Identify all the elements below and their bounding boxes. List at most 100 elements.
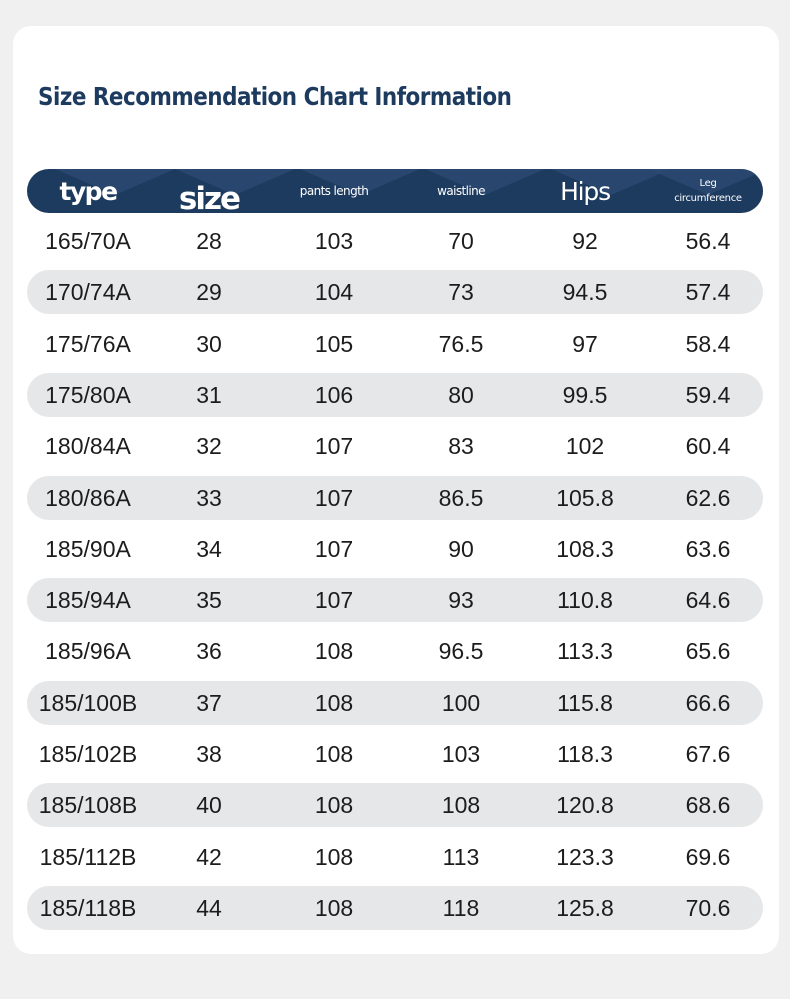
cell-waistline: 113 bbox=[442, 844, 480, 870]
table-row: 175/80A 31 106 80 99.5 59.4 bbox=[27, 373, 763, 417]
cell-size: 32 bbox=[196, 433, 222, 459]
header-pants-length: pants length bbox=[299, 184, 369, 198]
table-row: 185/102B 38 108 103 118.3 67.6 bbox=[27, 732, 763, 776]
cell-waistline: 103 bbox=[441, 741, 481, 767]
cell-size: 28 bbox=[196, 228, 222, 254]
cell-hips: 113.3 bbox=[557, 638, 613, 664]
cell-size: 42 bbox=[196, 844, 222, 870]
cell-type: 185/94A bbox=[45, 587, 131, 613]
cell-size: 35 bbox=[196, 587, 222, 613]
header-type: type bbox=[59, 176, 118, 206]
cell-leg-circumference: 67.6 bbox=[685, 741, 731, 767]
cell-hips: 115.8 bbox=[557, 690, 613, 716]
header-decoration bbox=[55, 169, 175, 195]
cell-type: 180/84A bbox=[45, 433, 131, 459]
cell-hips: 123.3 bbox=[556, 844, 614, 870]
cell-waistline: 93 bbox=[448, 587, 474, 613]
cell-hips: 102 bbox=[565, 433, 605, 459]
cell-pants-length: 104 bbox=[314, 279, 354, 305]
cell-type: 185/118B bbox=[39, 895, 137, 921]
cell-hips: 94.5 bbox=[562, 279, 608, 305]
cell-pants-length: 108 bbox=[314, 844, 354, 870]
cell-leg-circumference: 65.6 bbox=[685, 638, 731, 664]
header-decoration bbox=[175, 169, 295, 195]
cell-leg-circumference: 59.4 bbox=[685, 382, 731, 408]
cell-size: 38 bbox=[196, 741, 222, 767]
table-row: 165/70A 28 103 70 92 56.4 bbox=[27, 219, 763, 263]
cell-waistline: 80 bbox=[448, 382, 474, 408]
cell-leg-circumference: 60.4 bbox=[685, 433, 731, 459]
header-decoration bbox=[648, 169, 763, 195]
table-row: 185/118B 44 108 118 125.8 70.6 bbox=[27, 886, 763, 930]
cell-hips: 105.8 bbox=[556, 485, 614, 511]
cell-hips: 99.5 bbox=[562, 382, 608, 408]
cell-type: 185/100B bbox=[38, 690, 138, 716]
cell-pants-length: 107 bbox=[314, 536, 354, 562]
page-title: Size Recommendation Chart Information bbox=[38, 82, 512, 111]
cell-leg-circumference: 56.4 bbox=[685, 228, 731, 254]
table-header: type size pants length waistline Hips Le… bbox=[27, 169, 763, 213]
table-row: 185/94A 35 107 93 110.8 64.6 bbox=[27, 578, 763, 622]
cell-pants-length: 107 bbox=[314, 485, 354, 511]
cell-type: 175/80A bbox=[45, 382, 131, 408]
cell-hips: 118.3 bbox=[557, 741, 613, 767]
cell-hips: 92 bbox=[572, 228, 598, 254]
cell-pants-length: 105 bbox=[314, 331, 354, 357]
cell-hips: 125.8 bbox=[556, 895, 614, 921]
cell-hips: 110.8 bbox=[557, 587, 613, 613]
header-leg-line2: circumference bbox=[674, 193, 742, 204]
cell-waistline: 70 bbox=[448, 228, 474, 254]
cell-type: 185/108B bbox=[38, 792, 138, 818]
cell-leg-circumference: 66.6 bbox=[685, 690, 731, 716]
cell-size: 29 bbox=[196, 279, 222, 305]
table-row: 180/86A 33 107 86.5 105.8 62.6 bbox=[27, 476, 763, 520]
header-decoration bbox=[300, 169, 420, 195]
header-leg-circumference: Leg circumference bbox=[647, 169, 763, 213]
header-decoration bbox=[425, 169, 545, 195]
table-row: 170/74A 29 104 73 94.5 57.4 bbox=[27, 270, 763, 314]
cell-leg-circumference: 63.6 bbox=[685, 536, 731, 562]
cell-leg-circumference: 58.4 bbox=[685, 331, 731, 357]
cell-size: 33 bbox=[196, 485, 222, 511]
cell-pants-length: 108 bbox=[314, 690, 354, 716]
cell-pants-length: 106 bbox=[314, 382, 354, 408]
cell-type: 185/90A bbox=[45, 536, 131, 562]
table-row: 185/96A 36 108 96.5 113.3 65.6 bbox=[27, 629, 763, 673]
cell-type: 175/76A bbox=[45, 331, 131, 357]
cell-hips: 108.3 bbox=[556, 536, 614, 562]
header-size: size bbox=[178, 181, 241, 213]
cell-size: 34 bbox=[196, 536, 222, 562]
header-hips: Hips bbox=[560, 176, 611, 206]
cell-waistline: 100 bbox=[441, 690, 481, 716]
cell-waistline: 108 bbox=[441, 792, 481, 818]
table-row: 185/90A 34 107 90 108.3 63.6 bbox=[27, 527, 763, 571]
cell-pants-length: 108 bbox=[314, 741, 354, 767]
cell-size: 30 bbox=[196, 331, 222, 357]
cell-waistline: 76.5 bbox=[438, 331, 484, 357]
cell-pants-length: 108 bbox=[314, 792, 354, 818]
cell-leg-circumference: 64.6 bbox=[685, 587, 731, 613]
cell-type: 180/86A bbox=[45, 485, 131, 511]
cell-leg-circumference: 57.4 bbox=[685, 279, 731, 305]
cell-type: 170/74A bbox=[45, 279, 131, 305]
cell-type: 185/102B bbox=[38, 741, 138, 767]
cell-size: 31 bbox=[196, 382, 222, 408]
cell-waistline: 83 bbox=[448, 433, 474, 459]
cell-pants-length: 103 bbox=[314, 228, 354, 254]
cell-waistline: 86.5 bbox=[438, 485, 484, 511]
cell-pants-length: 107 bbox=[314, 433, 354, 459]
cell-hips: 120.8 bbox=[556, 792, 614, 818]
cell-waistline: 73 bbox=[448, 279, 474, 305]
cell-pants-length: 108 bbox=[314, 638, 354, 664]
cell-size: 44 bbox=[196, 895, 222, 921]
table-row: 185/108B 40 108 108 120.8 68.6 bbox=[27, 783, 763, 827]
cell-leg-circumference: 62.6 bbox=[685, 485, 731, 511]
cell-waistline: 118 bbox=[442, 895, 480, 921]
cell-size: 37 bbox=[196, 690, 222, 716]
cell-pants-length: 107 bbox=[314, 587, 354, 613]
table-row: 185/112B 42 108 113 123.3 69.6 bbox=[27, 835, 763, 879]
cell-leg-circumference: 70.6 bbox=[685, 895, 731, 921]
cell-size: 40 bbox=[196, 792, 222, 818]
table-row: 180/84A 32 107 83 102 60.4 bbox=[27, 424, 763, 468]
cell-pants-length: 108 bbox=[314, 895, 354, 921]
